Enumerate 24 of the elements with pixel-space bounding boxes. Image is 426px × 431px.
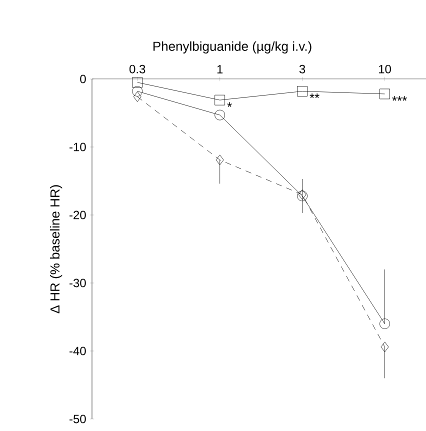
point xyxy=(380,342,389,352)
annotation: * xyxy=(227,102,232,107)
x-tick-label: 1 xyxy=(217,65,223,74)
y-tick-label: -10 xyxy=(70,142,86,152)
x-axis-title: Phenylbiguanide (µg/kg i.v.) xyxy=(153,41,312,54)
point xyxy=(214,94,226,106)
point xyxy=(380,88,390,100)
point xyxy=(214,110,226,120)
x-tick-label: 3 xyxy=(299,64,306,74)
x-tick-label: 0.3 xyxy=(129,64,146,74)
point xyxy=(380,318,390,329)
point xyxy=(132,86,143,96)
point xyxy=(297,86,308,96)
y-tick-label: -50 xyxy=(70,414,86,424)
point xyxy=(132,77,143,88)
y-tick-label: -40 xyxy=(70,346,86,356)
y-tick-label: 0 xyxy=(80,74,86,84)
y-tick-label: -20 xyxy=(70,210,86,220)
point xyxy=(216,154,224,166)
x-tick-label: 10 xyxy=(379,64,391,74)
annotation: *** xyxy=(392,96,407,101)
y-tick-label: -30 xyxy=(70,278,86,288)
y-axis-title: Δ HR (% baseline HR) xyxy=(50,185,62,314)
annotation: ** xyxy=(310,93,320,98)
